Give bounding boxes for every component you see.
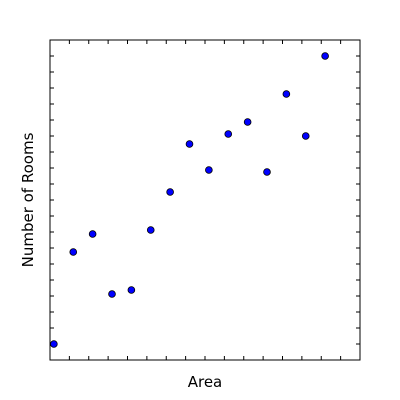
scatter-point-9	[205, 166, 213, 174]
scatter-point-1	[50, 340, 58, 348]
scatter-point-12	[263, 168, 271, 176]
scatter-point-14	[301, 132, 310, 140]
plot-area	[50, 40, 360, 360]
scatter-point-13	[282, 90, 291, 98]
plot-frame	[49, 39, 361, 361]
scatter-point-6	[146, 226, 155, 234]
scatter-point-3	[88, 230, 97, 238]
y-axis-label: Number of Rooms	[19, 132, 37, 267]
axis-ticks	[50, 40, 360, 360]
scatter-point-5	[127, 286, 136, 294]
scatter-point-11	[243, 118, 252, 126]
scatter-point-2	[69, 248, 78, 256]
x-axis-label: Area	[188, 373, 223, 391]
scatter-point-10	[224, 130, 233, 138]
scatter-point-7	[166, 188, 174, 196]
scatter-point-8	[185, 140, 194, 148]
scatter-point-15	[321, 52, 329, 60]
data-points	[50, 52, 329, 348]
scatter-point-4	[108, 290, 116, 298]
